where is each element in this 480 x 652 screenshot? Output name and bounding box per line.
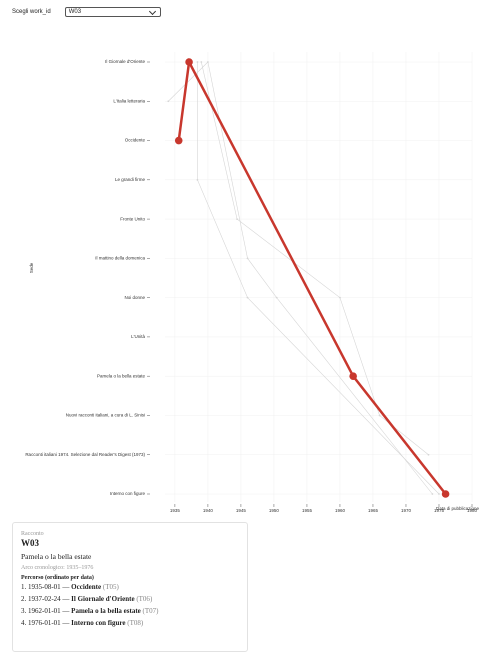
control-label: Scegli work_id	[12, 9, 51, 15]
y-tick-label: L'Unità	[131, 334, 145, 339]
series-line	[177, 57, 447, 495]
route-list: 1935-08-01OccidenteT05 1937-02-24Il Giorn…	[21, 583, 239, 627]
arc: Arco cronologico: 1935–1976	[21, 565, 94, 571]
info-card: Racconto W03 Pamela o la bella estate Ar…	[12, 522, 248, 652]
x-tick-label: 1950	[269, 508, 280, 513]
point	[275, 296, 278, 299]
y-tick-label: Il Giornale d'Oriente	[105, 59, 145, 64]
code: T08	[125, 619, 143, 627]
x-tick-label: 1940	[203, 508, 214, 513]
x-tick-label: 1965	[368, 508, 379, 513]
x-tick-label: 1935	[170, 508, 181, 513]
point	[246, 296, 249, 299]
route-item: 1976-01-01Interno con figureT08	[21, 619, 239, 627]
point	[167, 100, 170, 103]
y-tick-label: Nuovi racconti italiani, a cura di L. Si…	[66, 413, 145, 418]
x-tick-label: 1955	[302, 508, 313, 513]
point	[207, 61, 209, 63]
y-tick-label: Noi donne	[124, 295, 145, 300]
route-item: 1935-08-01OccidenteT05	[21, 583, 239, 591]
point	[441, 490, 450, 498]
series-line	[197, 62, 440, 495]
point	[236, 218, 238, 220]
point	[185, 58, 193, 66]
point	[431, 493, 434, 495]
y-tick-label: L'Italia letteraria	[113, 98, 145, 103]
venue: Interno con figure	[61, 619, 126, 627]
point	[174, 136, 183, 145]
code: T06	[135, 595, 153, 603]
route-title: Percorso (ordinato per data)	[21, 575, 94, 581]
date: 1937-02-24	[28, 595, 61, 603]
x-tick-label: 1970	[401, 508, 412, 513]
work-id: W03	[21, 538, 39, 548]
x-tick-label: 1945	[236, 508, 247, 513]
control: Scegli work_id W03	[12, 7, 161, 17]
date: 1962-01-01	[28, 607, 61, 615]
point	[427, 453, 430, 456]
point	[196, 61, 199, 63]
y-tick-label: Occidente	[125, 138, 146, 143]
point	[196, 178, 199, 181]
point	[349, 372, 357, 380]
point	[438, 493, 440, 495]
select[interactable]: W03	[64, 7, 161, 17]
point	[246, 257, 249, 260]
kind: Racconto	[21, 531, 44, 537]
venue: Occidente	[61, 583, 101, 591]
route-item: 1937-02-24Il Giornale d'OrienteT06	[21, 595, 239, 603]
date: 1976-01-01	[28, 619, 61, 627]
venue: Il Giornale d'Oriente	[61, 595, 135, 603]
y-tick-label: Interno con figure	[110, 491, 146, 496]
y-tick-label: Pamela o la bella estate	[97, 373, 146, 378]
code: T07	[141, 607, 159, 615]
x-tick-label: 1960	[335, 508, 346, 513]
route-item: 1962-01-01Pamela o la bella estateT07	[21, 607, 239, 615]
x-tick-label: 1975	[434, 508, 445, 513]
y-tick-label: Il mattino della domenica	[95, 256, 145, 261]
x-tick-label: 1980	[467, 508, 478, 513]
date: 1935-08-01	[28, 583, 61, 591]
y-axis-label: Sede	[29, 262, 34, 273]
work-title: Pamela o la bella estate	[21, 552, 92, 561]
chart: Sede Data di pubblicazione Il Giornale d…	[25, 52, 480, 513]
y-tick-label: Fronte Unito	[120, 216, 145, 221]
point	[378, 414, 381, 417]
y-tick-label: Racconti italiani 1974. Selezione dal Re…	[25, 452, 145, 457]
y-tick-label: Le grandi firme	[115, 177, 146, 182]
point	[200, 61, 203, 63]
code: T05	[101, 583, 119, 591]
x-axis-label: Data di pubblicazione	[436, 506, 480, 511]
point	[339, 296, 341, 299]
venue: Pamela o la bella estate	[61, 607, 141, 615]
